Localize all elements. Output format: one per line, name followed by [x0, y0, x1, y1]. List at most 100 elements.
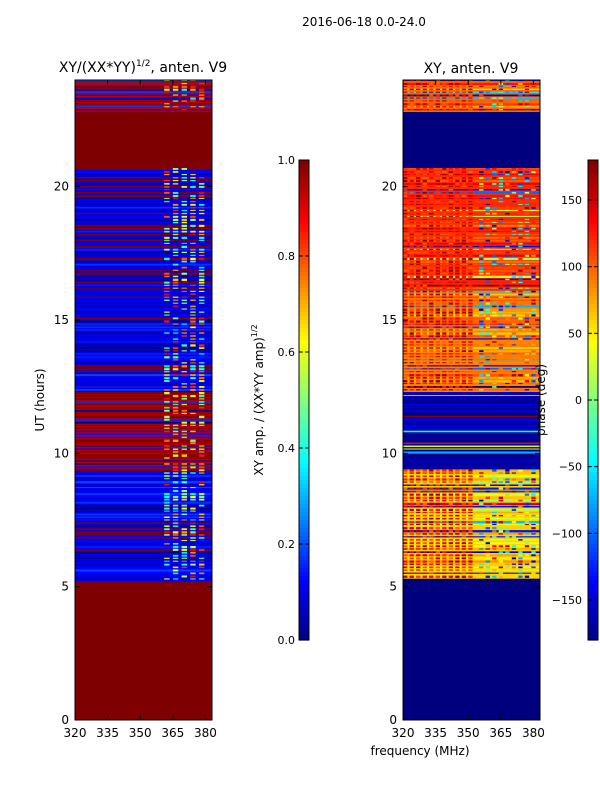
heatmap-band-cell: [455, 260, 460, 263]
heatmap-band-cell: [505, 106, 510, 108]
heatmap-band-cell: [190, 197, 196, 199]
heatmap-band-cell: [461, 239, 467, 242]
heatmap-band-cell: [435, 251, 440, 254]
heatmap-band-cell: [511, 287, 517, 289]
heatmap-band-cell: [422, 299, 427, 302]
heatmap-band-cell: [435, 85, 440, 87]
heatmap-band-cell: [416, 545, 421, 548]
heatmap-band-cell: [492, 335, 497, 338]
heatmap-band-cell: [409, 490, 414, 493]
heatmap-band-cell: [461, 563, 467, 565]
heatmap-band-cell: [190, 260, 196, 263]
heatmap-band-cell: [172, 451, 179, 453]
colorbar-step: [299, 512, 309, 517]
heatmap-band-cell: [468, 170, 473, 174]
heatmap-band-cell: [524, 514, 530, 517]
heatmap-band-cell: [468, 221, 473, 223]
heatmap-band-cell: [531, 368, 536, 370]
colorbar-step: [588, 392, 598, 397]
heatmap-band-cell: [468, 227, 473, 230]
heatmap-band-cell: [403, 539, 408, 541]
heatmap-stripe: [75, 194, 212, 198]
colorbar-step: [588, 556, 598, 561]
heatmap-band-cell: [492, 168, 497, 170]
heatmap-band-cell: [448, 97, 454, 99]
heatmap-stripe: [75, 290, 212, 292]
colorbar-step: [588, 568, 598, 573]
heatmap-band-cell: [524, 272, 530, 275]
heatmap-band-cell: [190, 466, 196, 469]
heatmap-band-cell: [455, 545, 460, 548]
heatmap-band-cell: [448, 317, 454, 320]
heatmap-band-cell: [518, 374, 523, 377]
colorbar-step: [299, 628, 309, 633]
heatmap-band-cell: [172, 510, 179, 512]
heatmap-band-cell: [172, 513, 179, 516]
heatmap-band-cell: [455, 97, 460, 99]
heatmap-band-cell: [505, 182, 510, 185]
heatmap-band-cell: [172, 227, 179, 230]
heatmap-band-cell: [455, 383, 460, 385]
heatmap-band-cell: [416, 242, 421, 245]
heatmap-band-cell: [468, 94, 473, 97]
heatmap-band-cell: [479, 389, 484, 391]
heatmap-band-cell: [403, 221, 408, 223]
heatmap-stripe: [75, 106, 212, 108]
heatmap-band-cell: [448, 517, 454, 520]
heatmap-band-cell: [518, 539, 523, 541]
heatmap-band-cell: [435, 490, 440, 493]
heatmap-band-cell: [455, 517, 460, 520]
heatmap-band-cell: [198, 230, 205, 233]
heatmap-band-cell: [181, 203, 187, 206]
heatmap-band-cell: [442, 335, 447, 338]
heatmap-band-cell: [429, 106, 434, 108]
heatmap-stripe: [75, 415, 212, 419]
heatmap-band-cell: [172, 522, 179, 525]
heatmap-stripe: [75, 380, 212, 382]
colorbar-step: [588, 580, 598, 585]
heatmap-band-cell: [164, 182, 170, 185]
colorbar-step: [588, 624, 598, 629]
heatmap-band-cell: [498, 520, 504, 524]
heatmap-band-cell: [416, 557, 421, 560]
heatmap-band-cell: [448, 290, 454, 293]
heatmap-band-cell: [448, 359, 454, 361]
heatmap-band-cell: [435, 557, 440, 560]
heatmap-band-cell: [422, 505, 427, 508]
heatmap-band-cell: [479, 109, 484, 111]
heatmap-band-cell: [485, 197, 490, 200]
heatmap-stripe: [75, 534, 212, 536]
heatmap-band-cell: [492, 106, 497, 108]
heatmap-band-cell: [198, 463, 205, 465]
axes-frame: [402, 79, 541, 721]
heatmap-band-cell: [455, 575, 460, 578]
heatmap-stripe: [403, 394, 540, 397]
heatmap-band-cell: [442, 80, 447, 82]
heatmap-stripe: [75, 374, 212, 377]
heatmap-stripe: [75, 82, 212, 85]
heatmap-stripe: [403, 454, 540, 456]
heatmap-stripe: [75, 209, 212, 211]
heatmap-band-cell: [461, 251, 467, 254]
heatmap-band-cell: [403, 260, 408, 263]
colorbar-step: [588, 208, 598, 213]
heatmap-band-cell: [181, 513, 187, 516]
heatmap-band-cell: [435, 545, 440, 548]
heatmap-band-cell: [198, 257, 205, 261]
colorbar-step: [588, 236, 598, 241]
heatmap-band-cell: [198, 197, 205, 199]
colorbar-step: [299, 316, 309, 321]
heatmap-stripe: [403, 445, 540, 447]
heatmap-stripe: [403, 392, 540, 394]
heatmap-band-cell: [485, 311, 490, 314]
heatmap-band-cell: [442, 338, 447, 340]
heatmap-band-cell: [448, 527, 454, 530]
heatmap-band-cell: [164, 519, 170, 521]
heatmap-band-cell: [403, 563, 408, 565]
heatmap-band-cell: [403, 233, 408, 235]
heatmap-band-cell: [479, 353, 484, 355]
heatmap-band-cell: [479, 475, 484, 478]
heatmap-band-cell: [468, 374, 473, 377]
heatmap-band-cell: [403, 490, 408, 493]
heatmap-band-cell: [448, 505, 454, 508]
